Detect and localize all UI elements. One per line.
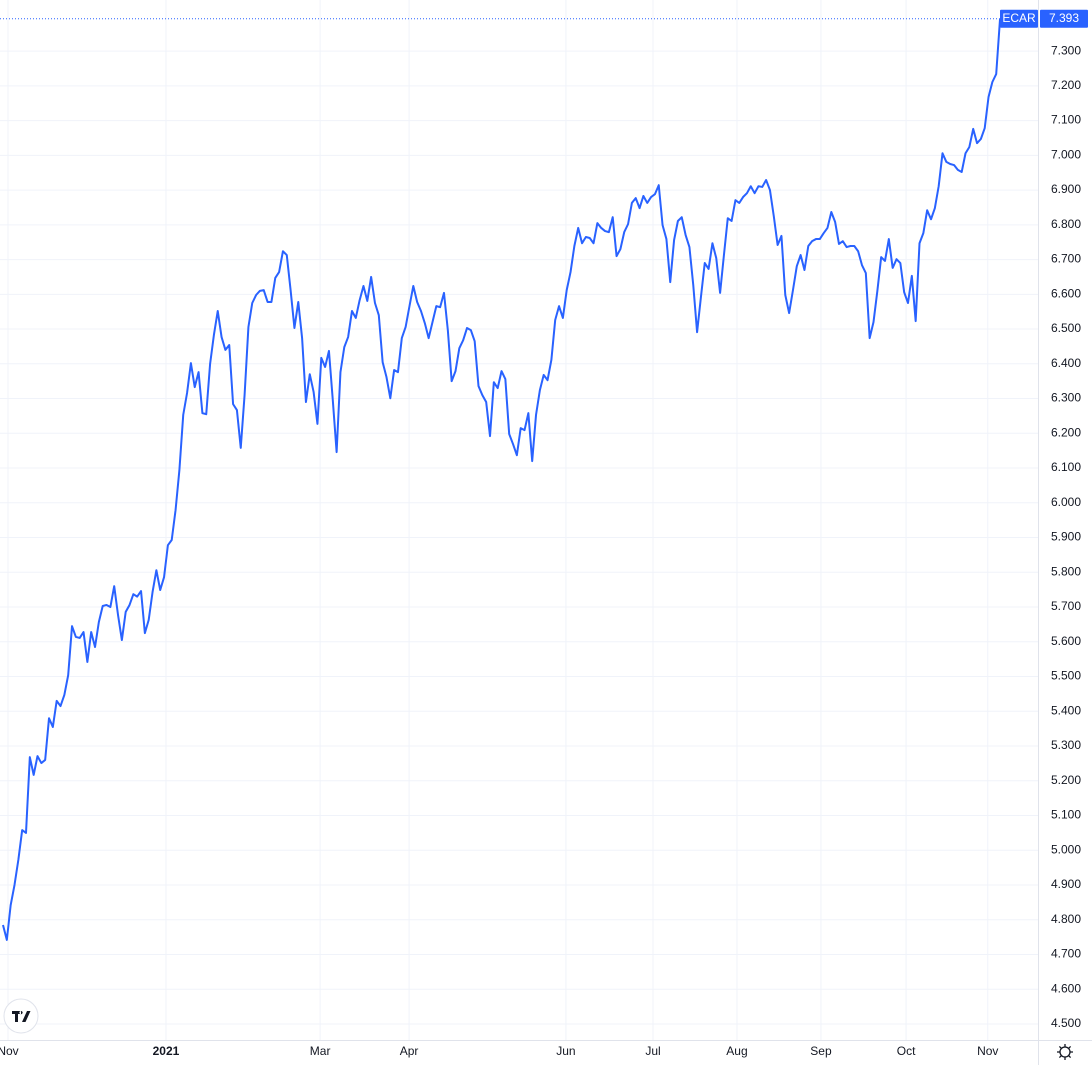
y-tick-label: 7.300	[1051, 43, 1081, 57]
x-tick-label: Jun	[556, 1044, 575, 1058]
y-tick-label: 5.900	[1051, 530, 1081, 544]
y-tick-label: 7.000	[1051, 147, 1081, 161]
y-tick-label: 4.900	[1051, 877, 1081, 891]
logo-mark	[12, 1011, 31, 1022]
settings-button[interactable]	[1057, 1044, 1073, 1060]
plot	[0, 18, 1038, 941]
y-tick-label: 5.100	[1051, 808, 1081, 822]
gear-teeth	[1057, 1044, 1073, 1060]
y-tick-label: 6.000	[1051, 495, 1081, 509]
x-tick-label: Nov	[977, 1044, 998, 1058]
x-tick-label: Oct	[897, 1044, 916, 1058]
series-name-box	[1000, 9, 1038, 28]
y-tick-label: 4.700	[1051, 947, 1081, 961]
x-tick-label: 2021	[153, 1044, 180, 1058]
y-tick-label: 4.800	[1051, 912, 1081, 926]
x-tick-label: Jul	[645, 1044, 660, 1058]
last-price-box	[1040, 9, 1088, 28]
y-tick-label: 6.700	[1051, 252, 1081, 266]
logo-circle	[3, 998, 39, 1034]
price-line	[2, 18, 1002, 941]
y-tick-label: 5.600	[1051, 634, 1081, 648]
y-tick-label: 6.100	[1051, 460, 1081, 474]
y-tick-label: 6.400	[1051, 356, 1081, 370]
y-tick-label: 5.500	[1051, 669, 1081, 683]
y-tick-label: 6.500	[1051, 321, 1081, 335]
y-tick-label: 7.200	[1051, 78, 1081, 92]
x-tick-label: Mar	[310, 1044, 331, 1058]
x-tick-label: Apr	[400, 1044, 419, 1058]
y-tick-label: 5.400	[1051, 703, 1081, 717]
x-tick-label: Sep	[810, 1044, 832, 1058]
y-tick-label: 5.300	[1051, 738, 1081, 752]
y-tick-label: 5.800	[1051, 564, 1081, 578]
series-name: ECAR	[1002, 11, 1036, 25]
y-tick-label: 4.600	[1051, 981, 1081, 995]
y-tick-label: 7.100	[1051, 113, 1081, 127]
y-tick-label: 6.200	[1051, 425, 1081, 439]
y-tick-label: 5.000	[1051, 842, 1081, 856]
y-tick-label: 6.300	[1051, 391, 1081, 405]
grid	[0, 0, 1038, 1040]
axes: 4.500 4.600 4.700 4.800 4.900 5.000 5.100 5.200…	[0, 9, 1088, 1058]
gear-ring	[1059, 1046, 1071, 1058]
x-tick-label: Nov	[0, 1044, 19, 1058]
y-tick-label: 5.700	[1051, 599, 1081, 613]
y-tick-label: 6.800	[1051, 217, 1081, 231]
y-tick-label: 4.500	[1051, 1016, 1081, 1030]
x-tick-label: Aug	[726, 1044, 747, 1058]
logo	[3, 998, 39, 1034]
last-price-label: 7.393	[1049, 11, 1079, 25]
y-tick-label: 6.900	[1051, 182, 1081, 196]
y-tick-label: 5.200	[1051, 773, 1081, 787]
y-tick-label: 6.600	[1051, 286, 1081, 300]
